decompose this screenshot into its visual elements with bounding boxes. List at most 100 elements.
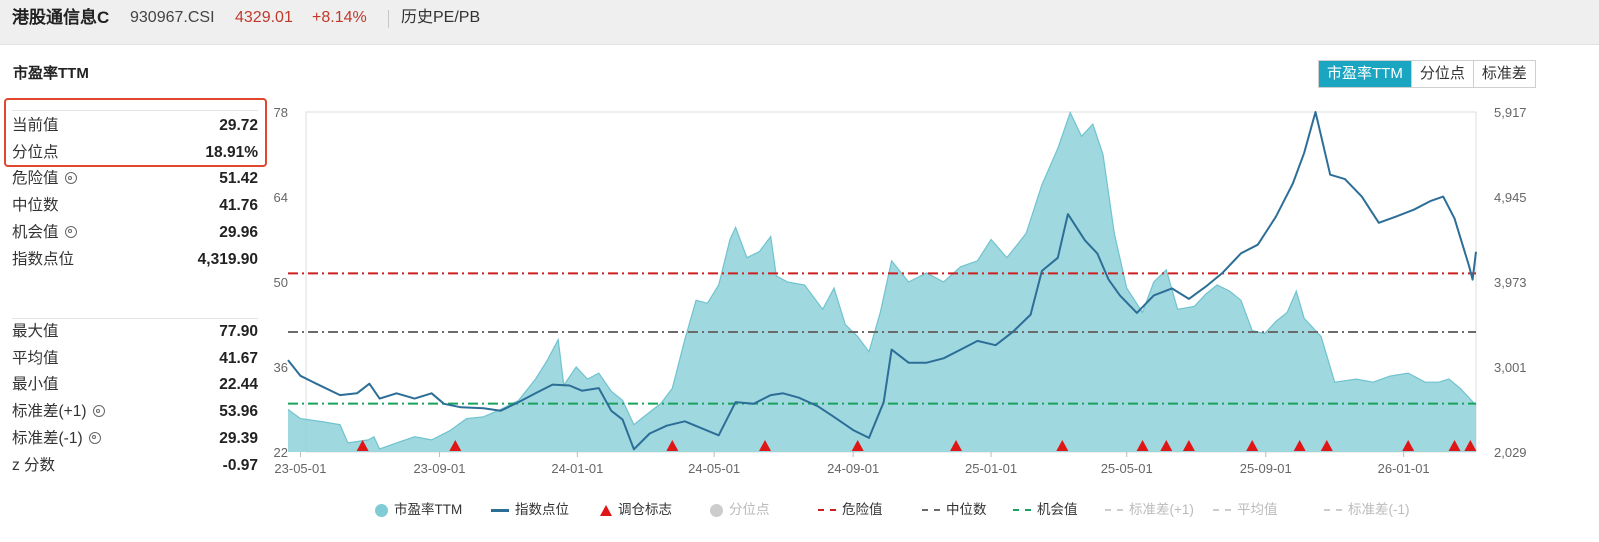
rebalance-marker (1320, 440, 1333, 451)
legend-label: 标准差(-1) (1348, 502, 1410, 517)
stat-row: 最小值 22.44 (12, 372, 258, 398)
stat-row: 平均值 41.67 (12, 346, 258, 372)
stat-value: 29.96 (219, 223, 258, 241)
legend-item[interactable]: 危险值 (818, 500, 883, 520)
rebalance-marker (356, 440, 369, 451)
index-line (287, 111, 1477, 451)
gear-icon[interactable] (64, 225, 77, 238)
tab-percentile[interactable]: 分位点 (1410, 61, 1473, 87)
y-right-tick-label: 5,917 (1494, 105, 1527, 120)
y-right-tick-label: 3,973 (1494, 275, 1527, 290)
stat-label: 分位点 (12, 143, 59, 161)
x-tick-label: 24-09-01 (827, 461, 879, 476)
stat-value: 53.96 (219, 403, 258, 421)
circle-icon (375, 503, 388, 517)
legend-label: 标准差(+1) (1129, 502, 1194, 517)
x-tick-label: 23-09-01 (413, 461, 465, 476)
legend-label: 中位数 (946, 502, 987, 517)
dash-line-icon (1324, 509, 1342, 512)
legend-label: 危险值 (842, 502, 883, 517)
tab-history-pe-pb[interactable]: 历史PE/PB (401, 9, 481, 26)
legend-label: 指数点位 (515, 502, 569, 517)
pe-chart: 22 36 50 64 78 2,029 3,001 3,973 4,945 5,917 23-05… (274, 105, 1527, 476)
y-left-tick-label: 50 (274, 275, 288, 290)
stat-value: 29.72 (219, 117, 258, 134)
stat-row: 分位点 18.91% (12, 140, 258, 166)
stat-value: -0.97 (222, 456, 258, 474)
pe-line (287, 111, 1477, 450)
rebalance-marker (1402, 440, 1415, 451)
stat-value: 41.67 (219, 349, 258, 367)
stat-row: 指数点位 4,319.90 (12, 247, 258, 273)
y-left-tick-label: 64 (274, 190, 288, 205)
rebalance-marker (950, 440, 963, 451)
header-divider (388, 10, 389, 28)
stat-row: 标准差(-1) 29.39 (12, 426, 258, 452)
stats-divider-top (12, 110, 258, 111)
index-name: 港股通信息C (12, 8, 110, 27)
y-right-tick-label: 3,001 (1494, 360, 1527, 375)
tab-std-dev[interactable]: 标准差 (1472, 61, 1535, 87)
tab-pe-ttm[interactable]: 市盈率TTM (1319, 61, 1411, 87)
index-code: 930967.CSI (130, 9, 215, 26)
legend-item[interactable]: 市盈率TTM (375, 500, 462, 520)
gear-icon[interactable] (64, 172, 77, 185)
stat-row: 标准差(+1) 53.96 (12, 399, 258, 425)
highlight-box (4, 98, 267, 167)
y-right-tick-label: 4,945 (1494, 190, 1527, 205)
triangle-icon (600, 504, 612, 516)
line-icon (491, 508, 509, 512)
dash-line-icon (1105, 509, 1123, 512)
rebalance-marker (1293, 440, 1306, 451)
legend-item[interactable]: 平均值 (1213, 500, 1278, 520)
index-change: +8.14% (312, 9, 367, 26)
stat-row: z 分数 -0.97 (12, 453, 258, 479)
stat-label: 中位数 (12, 197, 59, 215)
stat-value: 29.39 (219, 429, 258, 447)
stat-value: 18.91% (205, 143, 258, 161)
legend-item[interactable]: 指数点位 (491, 500, 569, 520)
rebalance-marker (1246, 440, 1259, 451)
legend-item[interactable]: 机会值 (1013, 500, 1078, 520)
stat-label: z 分数 (12, 456, 56, 474)
rebalance-marker (449, 440, 462, 451)
legend-item[interactable]: 分位点 (710, 500, 770, 520)
stat-row: 最大值 77.90 (12, 319, 258, 345)
x-tick-label: 24-05-01 (688, 461, 740, 476)
rebalance-marker (1160, 440, 1173, 451)
legend-label: 市盈率TTM (394, 502, 463, 517)
legend-label: 机会值 (1037, 502, 1078, 517)
chart-legend: 市盈率TTM 指数点位 调仓标志 分位点 危险值 中位数 机会值 标准差(+1) 平均值 标准差(… (0, 500, 1599, 520)
legend-item[interactable]: 中位数 (922, 500, 987, 520)
y-left-tick-label: 22 (274, 445, 288, 460)
y-left-tick-label: 78 (274, 105, 288, 120)
legend-label: 分位点 (729, 502, 770, 517)
dash-line-icon (1013, 509, 1031, 512)
gear-icon[interactable] (88, 431, 101, 444)
stat-value: 22.44 (219, 376, 258, 394)
rebalance-marker (1056, 440, 1069, 451)
legend-item[interactable]: 调仓标志 (600, 500, 672, 520)
stat-row: 当前值 29.72 (12, 113, 258, 139)
x-tick-label: 24-01-01 (551, 461, 603, 476)
legend-item[interactable]: 标准差(-1) (1324, 500, 1410, 520)
rebalance-marker (1136, 440, 1149, 451)
rebalance-marker (851, 440, 864, 451)
stat-value: 77.90 (219, 323, 258, 340)
stat-value: 41.76 (219, 197, 258, 215)
stat-label: 最小值 (12, 376, 59, 394)
stats-divider-middle (12, 318, 258, 319)
pe-area (288, 112, 1476, 452)
header-bar: 港股通信息C 930967.CSI 4329.01 +8.14% 历史PE/PB (0, 0, 1599, 45)
circle-icon (710, 503, 723, 517)
dash-line-icon (818, 509, 836, 512)
gear-icon[interactable] (92, 405, 105, 418)
stat-value: 4,319.90 (197, 250, 258, 268)
stat-label: 标准差(-1) (12, 426, 101, 452)
stat-label: 危险值 (12, 166, 77, 192)
y-right-tick-label: 2,029 (1494, 445, 1527, 460)
rebalance-marker (666, 440, 679, 451)
stat-label: 标准差(+1) (12, 399, 105, 425)
dash-line-icon (922, 509, 940, 512)
legend-item[interactable]: 标准差(+1) (1105, 500, 1194, 520)
